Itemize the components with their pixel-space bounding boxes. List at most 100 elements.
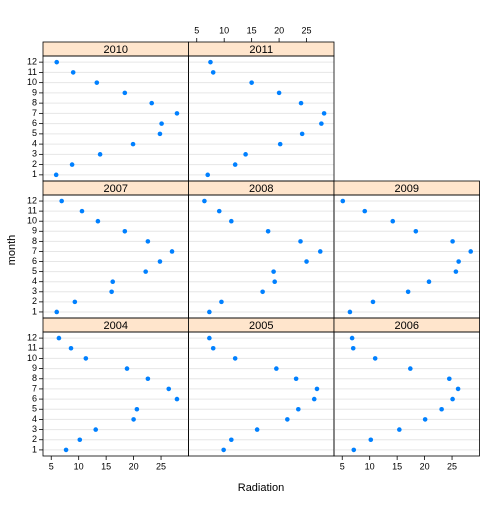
point xyxy=(54,59,60,65)
y-tick-label: 1 xyxy=(32,444,37,454)
point xyxy=(321,111,327,116)
panel-title: 2008 xyxy=(249,183,273,195)
point xyxy=(450,396,455,402)
panel-title: 2004 xyxy=(104,320,128,332)
point xyxy=(413,228,419,234)
point xyxy=(149,100,155,106)
point xyxy=(169,249,175,254)
y-axis-label: month xyxy=(6,235,18,266)
point xyxy=(202,198,207,204)
panel-frame xyxy=(188,55,335,182)
y-tick-label: 10 xyxy=(27,353,37,363)
x-axis-label: Radiation xyxy=(238,482,284,494)
x-tick-label: 20 xyxy=(420,461,430,471)
point xyxy=(277,141,283,147)
point xyxy=(296,406,301,412)
y-tick-label: 4 xyxy=(32,138,37,148)
point xyxy=(174,396,180,402)
y-tick-label: 12 xyxy=(27,332,37,342)
y-tick-label: 7 xyxy=(32,383,37,393)
y-tick-label: 4 xyxy=(32,414,37,424)
y-tick-label: 7 xyxy=(32,108,37,118)
x-tick-label: 5 xyxy=(340,461,345,471)
point xyxy=(254,427,260,432)
x-tick-label: 5 xyxy=(49,461,54,471)
point xyxy=(468,249,474,254)
point xyxy=(174,111,180,116)
point xyxy=(311,396,317,402)
point xyxy=(405,289,411,295)
point xyxy=(397,427,402,432)
point xyxy=(450,239,455,244)
point xyxy=(79,208,85,214)
y-tick-label: 9 xyxy=(32,87,37,97)
point xyxy=(232,162,238,167)
y-tick-label: 1 xyxy=(32,169,37,179)
point xyxy=(347,309,353,315)
point xyxy=(134,406,140,412)
y-tick-label: 10 xyxy=(27,216,37,226)
point xyxy=(145,239,151,244)
y-tick-label: 5 xyxy=(32,266,37,276)
point xyxy=(216,208,222,214)
x-tick-label: 25 xyxy=(156,461,166,471)
point xyxy=(298,239,303,244)
point xyxy=(210,345,216,351)
point xyxy=(221,447,226,453)
point xyxy=(350,345,356,351)
point xyxy=(285,417,290,422)
panel-frame xyxy=(333,194,480,319)
y-tick-label: 9 xyxy=(32,226,37,236)
point xyxy=(232,356,238,361)
y-tick-label: 6 xyxy=(32,118,37,128)
y-tick-label: 6 xyxy=(32,256,37,266)
point xyxy=(272,279,278,285)
point xyxy=(159,121,164,126)
point xyxy=(229,437,234,443)
x-tick-label: 10 xyxy=(74,461,84,471)
point xyxy=(54,309,60,315)
panel-frame xyxy=(333,331,480,457)
y-tick-label: 12 xyxy=(27,195,37,205)
y-tick-label: 11 xyxy=(28,206,37,216)
y-tick-label: 11 xyxy=(28,67,37,77)
point xyxy=(95,218,101,224)
point xyxy=(293,376,299,382)
point xyxy=(130,141,136,147)
panel-title: 2011 xyxy=(249,44,273,56)
point xyxy=(426,279,432,285)
panel-frame xyxy=(42,331,189,457)
point xyxy=(68,345,74,351)
point xyxy=(97,152,103,157)
y-tick-label: 3 xyxy=(32,424,37,434)
panel-title: 2005 xyxy=(249,320,273,332)
point xyxy=(274,366,279,371)
y-tick-label: 7 xyxy=(32,246,37,256)
y-tick-label: 8 xyxy=(32,373,37,383)
point xyxy=(351,447,357,453)
panel-title: 2009 xyxy=(395,183,419,195)
point xyxy=(70,70,76,75)
point xyxy=(205,172,211,178)
point xyxy=(229,218,234,224)
panel-frame xyxy=(188,194,335,319)
y-tick-label: 11 xyxy=(28,343,37,353)
point xyxy=(368,437,374,443)
point xyxy=(317,249,323,254)
point xyxy=(210,70,216,75)
y-tick-label: 12 xyxy=(27,57,37,67)
x-tick-label: 15 xyxy=(392,461,402,471)
panel-title: 2007 xyxy=(104,183,128,195)
point xyxy=(249,80,254,85)
x-tick-label: 20 xyxy=(274,25,284,35)
y-tick-label: 2 xyxy=(32,434,37,444)
panel-frame xyxy=(42,194,189,319)
point xyxy=(447,376,452,382)
point xyxy=(271,269,276,274)
y-tick-label: 8 xyxy=(32,236,37,246)
point xyxy=(453,269,459,274)
point xyxy=(59,198,64,204)
point xyxy=(276,90,282,96)
x-tick-label: 20 xyxy=(129,461,139,471)
